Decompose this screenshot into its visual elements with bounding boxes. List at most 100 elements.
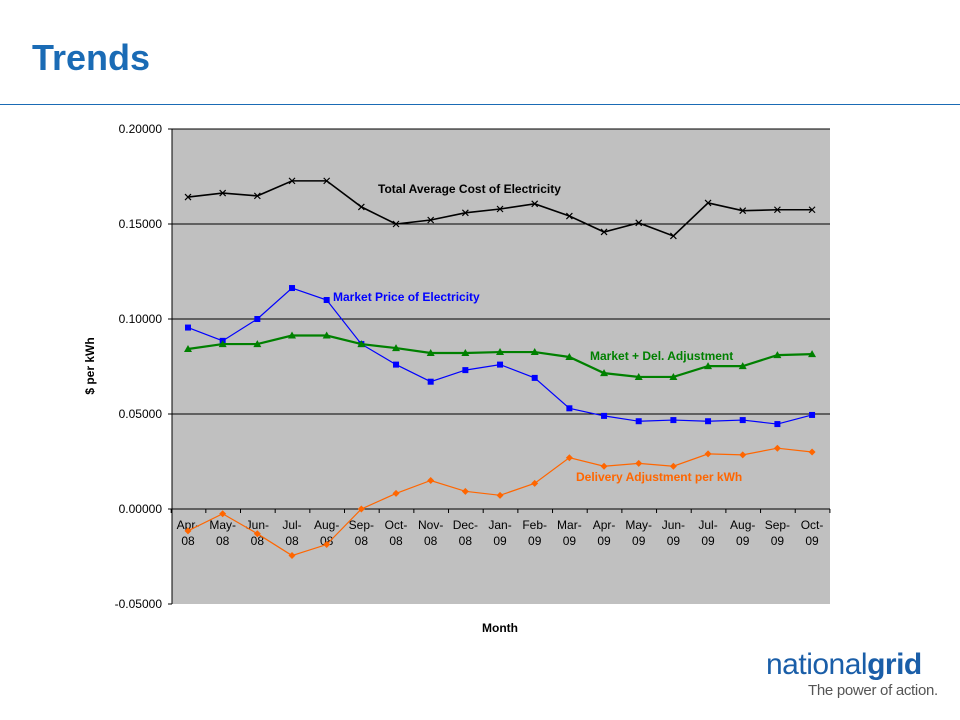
series-label: Delivery Adjustment per kWh: [576, 470, 742, 484]
data-point: [531, 374, 538, 381]
data-point: [704, 199, 712, 207]
data-point: [739, 451, 747, 459]
data-point: [773, 351, 782, 359]
data-point: [253, 340, 262, 348]
x-tick-label: Oct-08: [385, 518, 408, 548]
data-point: [808, 350, 817, 358]
x-tick-label: May-09: [625, 518, 652, 548]
data-point: [322, 331, 331, 339]
data-point: [738, 362, 747, 370]
data-point: [635, 459, 643, 467]
data-point: [392, 489, 400, 497]
x-tick-label: Jul-08: [282, 518, 301, 548]
data-point: [531, 200, 539, 208]
data-point: [184, 193, 192, 201]
x-axis-title: Month: [482, 621, 518, 635]
data-point: [219, 189, 227, 197]
data-point: [635, 418, 642, 425]
data-point: [739, 207, 747, 215]
data-point: [565, 212, 573, 220]
data-point: [357, 505, 365, 513]
data-point: [184, 345, 192, 353]
data-point: [461, 209, 469, 217]
data-point: [497, 361, 504, 368]
data-point: [705, 418, 712, 425]
y-tick-label: 0.20000: [119, 122, 163, 136]
data-point: [600, 228, 608, 236]
data-point: [773, 444, 781, 452]
data-point: [531, 479, 539, 487]
data-point: [218, 340, 227, 348]
data-point: [635, 219, 643, 227]
series-label: Market Price of Electricity: [333, 290, 480, 304]
data-point: [427, 378, 434, 385]
x-tick-label: Jun-09: [662, 518, 685, 548]
data-point: [704, 362, 713, 370]
y-tick-label: 0.10000: [119, 312, 163, 326]
y-tick-label: 0.15000: [119, 217, 163, 231]
series-label: Market + Del. Adjustment: [590, 349, 733, 363]
data-point: [496, 348, 505, 356]
data-point: [669, 462, 677, 470]
data-point: [530, 348, 539, 356]
data-point: [427, 477, 435, 484]
data-point: [289, 285, 296, 292]
data-point: [670, 417, 677, 424]
x-tick-label: Jun-08: [246, 518, 269, 548]
data-point: [462, 367, 469, 374]
x-tick-label: Mar-09: [557, 518, 582, 548]
data-point: [565, 353, 574, 360]
data-point: [704, 450, 712, 458]
data-point: [254, 316, 261, 322]
data-point: [288, 552, 296, 560]
data-point: [634, 372, 643, 380]
data-point: [808, 206, 816, 214]
logo-tagline: The power of action.: [808, 682, 938, 699]
logo-wordmark: nationalgrid: [766, 650, 938, 680]
x-tick-label: Jul-09: [698, 518, 717, 548]
data-point: [253, 192, 261, 200]
data-point: [808, 448, 816, 456]
data-point: [773, 206, 781, 214]
data-point: [323, 177, 331, 185]
logo-name-bold: grid: [867, 648, 922, 681]
data-point: [392, 220, 400, 228]
x-tick-label: Jan-09: [488, 518, 511, 548]
national-grid-logo: nationalgrid The power of action.: [766, 650, 938, 700]
x-tick-label: May-08: [209, 518, 236, 548]
data-point: [496, 205, 504, 213]
x-tick-label: Aug-09: [730, 518, 755, 548]
data-point: [253, 530, 261, 538]
data-point: [600, 369, 609, 377]
series-label: Total Average Cost of Electricity: [378, 182, 561, 196]
data-point: [288, 177, 296, 185]
data-point: [669, 232, 677, 240]
data-point: [601, 412, 608, 419]
x-tick-label: Nov-08: [418, 518, 443, 548]
data-point: [427, 216, 435, 224]
data-point: [566, 405, 573, 412]
x-tick-label: Dec-08: [453, 518, 478, 548]
data-point: [184, 527, 192, 535]
y-tick-label: 0.05000: [119, 407, 163, 421]
x-tick-label: Feb-09: [522, 518, 547, 548]
data-point: [185, 324, 191, 331]
data-point: [393, 361, 400, 368]
x-tick-label: Sep-09: [765, 518, 790, 548]
data-point: [809, 411, 816, 418]
data-point: [323, 541, 331, 549]
data-point: [323, 297, 330, 303]
data-point: [774, 421, 781, 428]
data-point: [288, 331, 297, 339]
title-divider: [0, 104, 960, 105]
data-point: [219, 510, 227, 518]
x-tick-label: Apr-09: [593, 518, 616, 548]
data-point: [357, 203, 365, 211]
y-tick-label: 0.00000: [119, 502, 163, 516]
data-point: [739, 417, 746, 424]
data-point: [426, 349, 435, 357]
logo-name-regular: national: [766, 648, 868, 681]
x-tick-label: Oct-09: [801, 518, 824, 548]
x-tick-label: Sep-08: [349, 518, 374, 548]
